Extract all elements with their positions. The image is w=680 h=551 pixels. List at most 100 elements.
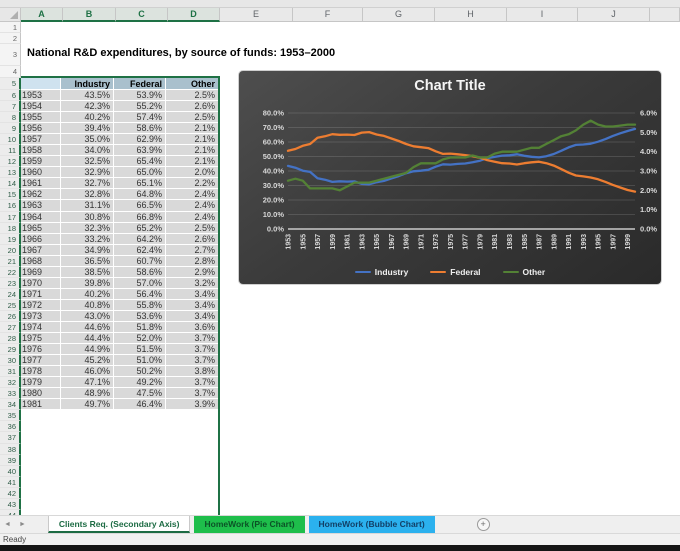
- row-header-18[interactable]: 18: [0, 222, 21, 234]
- table-cell[interactable]: 49.7%: [61, 399, 114, 411]
- table-cell[interactable]: 65.4%: [114, 156, 166, 168]
- table-cell[interactable]: 2.6%: [166, 233, 218, 245]
- table-cell[interactable]: 2.9%: [166, 266, 218, 278]
- table-cell[interactable]: 3.7%: [166, 333, 218, 345]
- worksheet-title-cell[interactable]: National R&D expenditures, by source of …: [27, 47, 336, 59]
- table-cell[interactable]: 64.2%: [114, 233, 166, 245]
- table-header-cell[interactable]: Other: [166, 78, 218, 90]
- table-cell[interactable]: 1957: [21, 134, 61, 146]
- row-header-11[interactable]: 11: [0, 145, 21, 157]
- table-cell[interactable]: 65.1%: [114, 178, 166, 190]
- row-header-21[interactable]: 21: [0, 255, 21, 267]
- table-cell[interactable]: 3.7%: [166, 377, 218, 389]
- table-cell[interactable]: 1968: [21, 255, 61, 267]
- row-header-20[interactable]: 20: [0, 244, 21, 256]
- table-cell[interactable]: 1976: [21, 344, 61, 356]
- table-cell[interactable]: 1963: [21, 200, 61, 212]
- table-cell[interactable]: 50.2%: [114, 366, 166, 378]
- table-cell[interactable]: 1978: [21, 366, 61, 378]
- table-cell[interactable]: 1971: [21, 288, 61, 300]
- table-cell[interactable]: 46.0%: [61, 366, 114, 378]
- table-cell[interactable]: 44.6%: [61, 321, 114, 334]
- row-header-31[interactable]: 31: [0, 366, 21, 378]
- sheet-tab-3[interactable]: HomeWork (Bubble Chart): [308, 516, 435, 533]
- tab-nav-left-icon[interactable]: ◄: [4, 521, 11, 528]
- table-cell[interactable]: 65.0%: [114, 167, 166, 179]
- table-cell[interactable]: 32.5%: [61, 156, 114, 168]
- legend-item-other[interactable]: Other: [502, 267, 545, 277]
- chart-object[interactable]: 80.0% 70.0% 60.0% 50.0% 40.0% 30.0% 20.0% 10.0%…: [238, 70, 662, 285]
- table-cell[interactable]: 47.1%: [61, 377, 114, 389]
- row-header-27[interactable]: 27: [0, 321, 21, 334]
- table-cell[interactable]: 3.4%: [166, 299, 218, 311]
- row-header-42[interactable]: 42: [0, 487, 21, 499]
- table-cell[interactable]: 66.8%: [114, 211, 166, 223]
- table-cell[interactable]: 1965: [21, 222, 61, 234]
- row-header-41[interactable]: 41: [0, 476, 21, 488]
- table-cell[interactable]: 51.0%: [114, 355, 166, 367]
- column-header-j[interactable]: J: [578, 8, 650, 22]
- table-cell[interactable]: 1979: [21, 377, 61, 389]
- table-cell[interactable]: 33.2%: [61, 233, 114, 245]
- table-cell[interactable]: 52.0%: [114, 333, 166, 345]
- table-cell[interactable]: 1959: [21, 156, 61, 168]
- table-cell[interactable]: 51.8%: [114, 321, 166, 334]
- column-header-e[interactable]: E: [220, 8, 293, 22]
- table-cell[interactable]: 3.4%: [166, 310, 218, 322]
- column-header-f[interactable]: F: [293, 8, 363, 22]
- table-cell[interactable]: 35.0%: [61, 134, 114, 146]
- table-header-cell[interactable]: Federal: [114, 78, 166, 90]
- row-header-39[interactable]: 39: [0, 454, 21, 466]
- table-cell[interactable]: 3.6%: [166, 321, 218, 334]
- table-cell[interactable]: 40.2%: [61, 288, 114, 300]
- table-cell[interactable]: 44.4%: [61, 333, 114, 345]
- row-header-15[interactable]: 15: [0, 189, 21, 201]
- table-cell[interactable]: 2.1%: [166, 145, 218, 157]
- table-cell[interactable]: 3.7%: [166, 344, 218, 356]
- row-header-7[interactable]: 7: [0, 101, 21, 113]
- row-header-1[interactable]: 1: [0, 22, 21, 33]
- row-header-43[interactable]: 43: [0, 498, 21, 510]
- row-header-17[interactable]: 17: [0, 211, 21, 223]
- table-cell[interactable]: 3.4%: [166, 288, 218, 300]
- table-cell[interactable]: 32.3%: [61, 222, 114, 234]
- table-cell[interactable]: 2.1%: [166, 123, 218, 135]
- sheet-tab-1[interactable]: Clients Req. (Secondary Axis): [47, 516, 191, 533]
- row-header-9[interactable]: 9: [0, 123, 21, 135]
- table-cell[interactable]: 45.2%: [61, 355, 114, 367]
- legend-item-industry[interactable]: Industry: [354, 267, 408, 277]
- table-cell[interactable]: 2.4%: [166, 189, 218, 201]
- table-cell[interactable]: 3.8%: [166, 366, 218, 378]
- tab-nav-right-icon[interactable]: ►: [18, 521, 26, 528]
- row-header-23[interactable]: 23: [0, 277, 21, 289]
- legend-item-federal[interactable]: Federal: [430, 267, 481, 277]
- row-header-8[interactable]: 8: [0, 112, 21, 124]
- table-cell[interactable]: 1980: [21, 388, 61, 400]
- row-header-32[interactable]: 32: [0, 377, 21, 389]
- table-cell[interactable]: 51.5%: [114, 344, 166, 356]
- table-cell[interactable]: 38.5%: [61, 266, 114, 278]
- table-cell[interactable]: 1974: [21, 321, 61, 334]
- worksheet-area[interactable]: National R&D expenditures, by source of …: [21, 22, 680, 515]
- column-header-d[interactable]: D: [168, 8, 220, 22]
- new-sheet-button[interactable]: +: [476, 518, 490, 531]
- table-cell[interactable]: 42.3%: [61, 101, 114, 113]
- row-header-30[interactable]: 30: [0, 355, 21, 367]
- table-cell[interactable]: 2.2%: [166, 178, 218, 190]
- table-cell[interactable]: 2.6%: [166, 101, 218, 113]
- table-cell[interactable]: 32.8%: [61, 189, 114, 201]
- chart-legend[interactable]: Industry Federal Other: [239, 267, 661, 277]
- table-cell[interactable]: 2.0%: [166, 167, 218, 179]
- sheet-tab-2[interactable]: HomeWork (Pie Chart): [194, 516, 305, 533]
- table-cell[interactable]: 1955: [21, 112, 61, 124]
- table-cell[interactable]: 44.9%: [61, 344, 114, 356]
- table-cell[interactable]: 1961: [21, 178, 61, 190]
- table-cell[interactable]: 1967: [21, 244, 61, 256]
- row-header-16[interactable]: 16: [0, 200, 21, 212]
- table-cell[interactable]: 36.5%: [61, 255, 114, 267]
- table-cell[interactable]: 1966: [21, 233, 61, 245]
- table-cell[interactable]: 32.9%: [61, 167, 114, 179]
- row-header-29[interactable]: 29: [0, 344, 21, 356]
- table-cell[interactable]: 66.5%: [114, 200, 166, 212]
- row-header-38[interactable]: 38: [0, 443, 21, 455]
